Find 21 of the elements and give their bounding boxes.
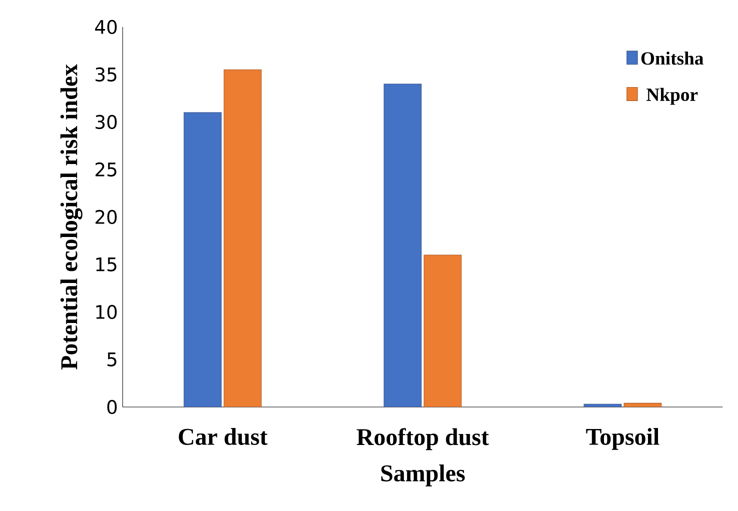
legend-label: Onitsha [641,52,704,65]
y-tick-label: 35 [96,67,116,82]
y-tick-label: 20 [96,210,117,224]
bar [384,84,422,407]
x-tick-label: Rooftop dust [356,428,489,450]
x-tick-label: Topsoil [586,428,660,450]
legend-label: Nkpor [646,88,698,105]
bar [184,112,222,407]
y-tick-label: 15 [96,258,116,272]
y-tick-label: 40 [95,20,117,34]
x-axis-title: Samples [381,464,465,486]
y-tick-label: 30 [96,114,117,130]
bar [224,69,262,407]
y-tick-label: 25 [96,162,116,177]
y-axis-title: Potential ecological risk index [60,64,82,370]
x-tick-label: Car dust [178,428,268,446]
bar [584,404,622,407]
y-tick-label: 0 [107,400,117,414]
y-tick-label: 5 [108,352,116,366]
y-tick-label: 10 [96,304,117,320]
bar [424,254,462,407]
